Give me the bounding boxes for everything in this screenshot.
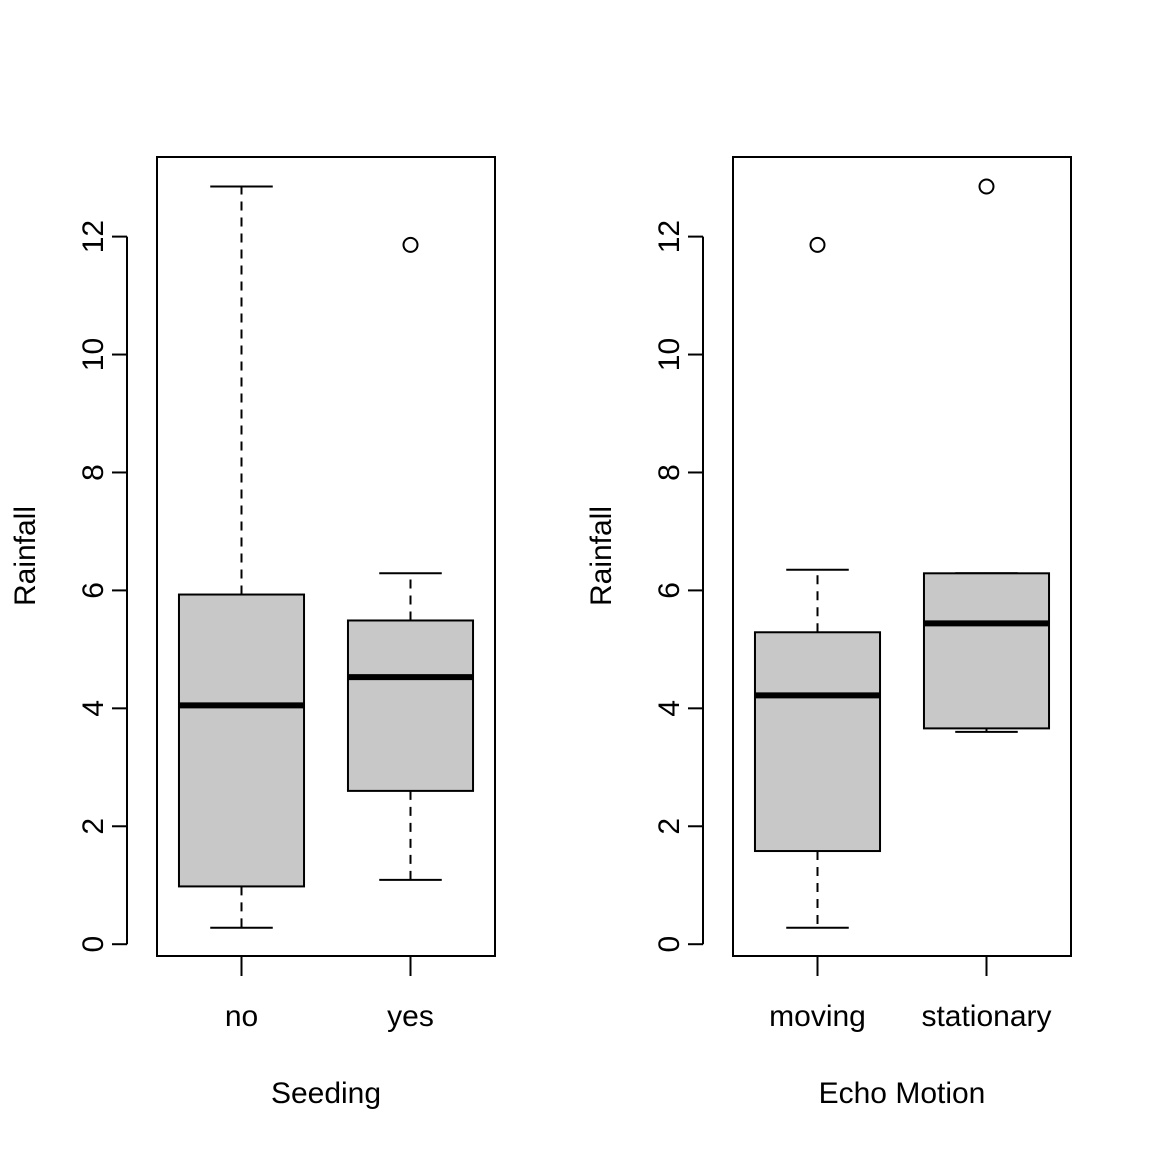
plot-frame <box>156 156 496 957</box>
y-tick-label: 4 <box>77 700 110 717</box>
y-tick-label: 10 <box>653 338 686 371</box>
y-axis: 0 2 4 6 8 10 12 <box>77 220 128 953</box>
y-tick-label: 4 <box>653 700 686 717</box>
y-tick-label: 12 <box>77 220 110 253</box>
box-group-stationary <box>922 178 1051 733</box>
x-axis-label: Echo Motion <box>819 1077 986 1110</box>
x-tick-label: no <box>225 1000 258 1033</box>
y-tick-label: 2 <box>653 818 686 835</box>
x-tick-label: yes <box>387 1000 434 1033</box>
y-tick-label: 10 <box>77 338 110 371</box>
box-iqr <box>177 593 306 888</box>
x-axis: no yes <box>225 956 434 1033</box>
boxplot-marks <box>177 185 475 929</box>
y-tick-label: 8 <box>653 464 686 481</box>
x-tick-label: moving <box>769 1000 866 1033</box>
boxplot-marks <box>753 178 1051 929</box>
x-axis-label: Seeding <box>271 1077 381 1110</box>
y-tick-label: 2 <box>77 818 110 835</box>
box-iqr <box>753 631 882 853</box>
y-tick-label: 0 <box>77 936 110 953</box>
y-axis-label: Rainfall <box>9 506 42 606</box>
box-iqr <box>922 572 1051 730</box>
y-tick-label: 8 <box>77 464 110 481</box>
box-group-yes <box>346 236 475 881</box>
seeding-boxplot-panel: 0 2 4 6 8 10 12 no yes Seeding Rainfall <box>9 156 496 1110</box>
outlier-point <box>809 236 826 253</box>
plot-frame <box>732 156 1072 957</box>
echo-motion-boxplot-panel: 0 2 4 6 8 10 12 moving stationary Echo Motion R… <box>585 156 1072 1110</box>
box-group-moving <box>753 236 882 929</box>
x-tick-label: stationary <box>921 1000 1051 1033</box>
y-axis-label: Rainfall <box>585 506 618 606</box>
box-iqr <box>346 619 475 792</box>
box-group-no <box>177 185 306 929</box>
y-tick-label: 6 <box>653 582 686 599</box>
y-tick-label: 6 <box>77 582 110 599</box>
y-tick-label: 0 <box>653 936 686 953</box>
y-tick-label: 12 <box>653 220 686 253</box>
y-axis: 0 2 4 6 8 10 12 <box>653 220 704 953</box>
outlier-point <box>402 236 419 253</box>
x-axis: moving stationary <box>769 956 1052 1033</box>
outlier-point <box>978 178 995 195</box>
